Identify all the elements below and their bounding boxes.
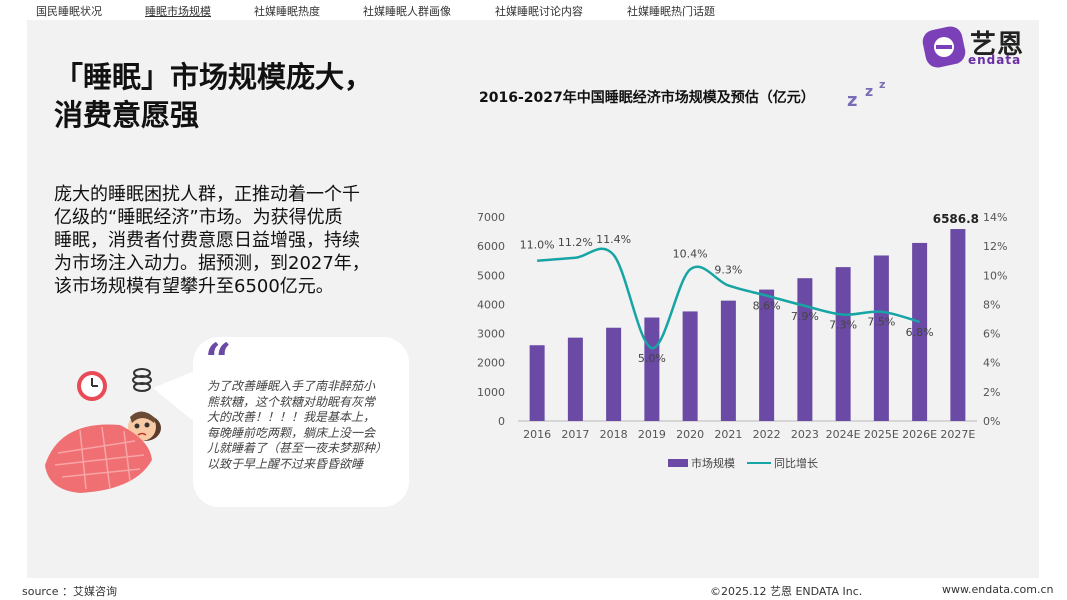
quote-line: 以致于早上醒不过来昏昏欲睡 [207, 456, 364, 471]
svg-text:z: z [847, 90, 857, 110]
x-axis-tick: 2025E [864, 428, 899, 441]
right-axis-tick: 10% [983, 269, 1007, 282]
dizzy-spring-icon [132, 368, 152, 392]
chart-title: 2016-2027年中国睡眠经济市场规模及预估（亿元） [479, 90, 815, 106]
quote-line: 熊软糖，这个软糖对助眠有灰常 [207, 394, 376, 409]
clock-icon [77, 371, 107, 401]
body-paragraph: 庞大的睡眠困扰人群，正推动着一个千 亿级的“睡眠经济”市场。为获得优质 睡眠，消… [54, 183, 404, 298]
right-axis-tick: 2% [983, 386, 1000, 399]
bar-2023 [797, 278, 813, 421]
nav-tab-social-content[interactable]: 社媒睡眠讨论内容 [495, 5, 583, 18]
page-title-line: 「睡眠」市场规模庞大， [54, 60, 374, 94]
right-axis-tick: 0% [983, 415, 1000, 428]
left-axis-tick: 3000 [477, 328, 505, 341]
growth-rate-line [537, 247, 920, 350]
body-line: 亿级的“睡眠经济”市场。为获得优质 [54, 207, 343, 228]
growth-rate-label: 6.8% [906, 326, 934, 339]
website-link[interactable]: www.endata.com.cn [942, 583, 1054, 596]
left-axis-tick: 5000 [477, 269, 505, 282]
nav-tab-sleep-status[interactable]: 国民睡眠状况 [36, 5, 102, 18]
left-axis-tick: 0 [498, 415, 505, 428]
x-axis-tick: 2017 [561, 428, 589, 441]
market-size-chart: 0 1000 2000 3000 4000 5000 6000 7000 0% 2% 4% 6% 8% 1… [477, 211, 1007, 470]
x-axis-tick: 2023 [791, 428, 819, 441]
bar-2021 [720, 300, 736, 421]
quote-line: 为了改善睡眠入手了南非醉茄小 [207, 379, 376, 393]
growth-rate-label: 11.0% [520, 239, 555, 252]
logo-subtext: endata [968, 53, 1022, 67]
left-axis-tick: 1000 [477, 386, 505, 399]
growth-rate-label: 5.0% [638, 352, 666, 365]
top-nav: 国民睡眠状况 睡眠市场规模 社媒睡眠热度 社媒睡眠人群画像 社媒睡眠讨论内容 社… [0, 0, 1067, 20]
speech-bubble-tail [153, 370, 197, 424]
page-title-line: 消费意愿强 [54, 98, 200, 132]
body-line: 庞大的睡眠困扰人群，正推动着一个千 [54, 184, 360, 205]
bar-2018 [606, 327, 622, 421]
x-axis-tick: 2018 [600, 428, 628, 441]
bar-2022 [759, 289, 775, 421]
growth-rate-label: 7.9% [791, 310, 819, 323]
right-axis-tick: 6% [983, 328, 1000, 341]
bar-value-label: 6586.8 [933, 212, 979, 226]
copyright-text: ©2025.12 艺恩 ENDATA Inc. [710, 585, 863, 598]
bar-2027E [950, 229, 966, 421]
legend-label: 同比增长 [774, 456, 818, 470]
growth-rate-label: 10.4% [673, 247, 708, 260]
growth-rate-label: 8.6% [753, 300, 781, 313]
speech-bubble [193, 337, 409, 507]
source-note: source ：艾媒咨询 [22, 585, 118, 598]
growth-rate-label: 9.3% [714, 263, 742, 276]
x-axis-tick: 2024E [826, 428, 861, 441]
bar-2020 [682, 311, 698, 421]
sleeping-person-illustration [45, 368, 161, 493]
quote-line: 每晚睡前吃两颗，躺床上没一会 [207, 425, 376, 440]
growth-rate-label: 11.4% [596, 233, 631, 246]
nav-tab-social-persona[interactable]: 社媒睡眠人群画像 [363, 5, 451, 18]
quote-mark-icon: “ [205, 333, 232, 387]
growth-rate-label: 11.2% [558, 236, 593, 249]
nav-tab-market-size[interactable]: 睡眠市场规模 [145, 5, 211, 18]
quote-line: 儿就睡着了（甚至一夜未梦那种） [207, 441, 388, 455]
zzz-sleep-icon: z z z [847, 78, 885, 110]
growth-rate-label: 7.5% [867, 316, 895, 329]
body-line: 为市场注入动力。据预测，到2027年， [54, 253, 370, 274]
person-in-bed-icon [45, 411, 161, 493]
body-line: 该市场规模有望攀升至6500亿元。 [54, 276, 334, 297]
page-title: 「睡眠」市场规模庞大， 消费意愿强 [54, 58, 434, 134]
left-axis-tick: 7000 [477, 211, 505, 224]
left-axis-tick: 4000 [477, 298, 505, 311]
left-axis-tick: 2000 [477, 357, 505, 370]
endata-logo-icon [922, 26, 966, 68]
legend-label: 市场规模 [691, 456, 735, 470]
x-axis-tick: 2019 [638, 428, 666, 441]
svg-text:z: z [879, 78, 885, 91]
x-axis-tick: 2022 [753, 428, 781, 441]
x-axis-tick: 2021 [714, 428, 742, 441]
right-axis-tick: 14% [983, 211, 1007, 224]
bar-2026E [912, 242, 928, 421]
x-axis-tick: 2020 [676, 428, 704, 441]
x-axis-tick: 2016 [523, 428, 551, 441]
growth-rate-label: 7.3% [829, 319, 857, 332]
bar-2019 [644, 317, 660, 421]
nav-tab-social-heat[interactable]: 社媒睡眠热度 [254, 5, 320, 18]
x-axis-tick: 2026E [902, 428, 937, 441]
right-axis-tick: 12% [983, 240, 1007, 253]
quote-line: 大的改善！！！！我是基本上， [207, 410, 376, 424]
bar-2024E [835, 267, 851, 421]
bar-2025E [873, 255, 889, 421]
right-axis-tick: 4% [983, 357, 1000, 370]
nav-tab-social-topics[interactable]: 社媒睡眠热门话题 [627, 5, 715, 18]
right-axis-tick: 8% [983, 298, 1000, 311]
bar-2016 [529, 345, 545, 421]
x-axis-tick: 2027E [940, 428, 975, 441]
quote-text: 为了改善睡眠入手了南非醉茄小 熊软糖，这个软糖对助眠有灰常 大的改善！！！！我是… [207, 379, 407, 472]
bar-2017 [567, 337, 583, 421]
left-axis-tick: 6000 [477, 240, 505, 253]
legend-swatch-bars [668, 459, 688, 467]
logo-text: 艺恩 [970, 30, 1025, 60]
svg-text:z: z [865, 84, 873, 100]
body-line: 睡眠，消费者付费意愿日益增强，持续 [54, 230, 360, 251]
